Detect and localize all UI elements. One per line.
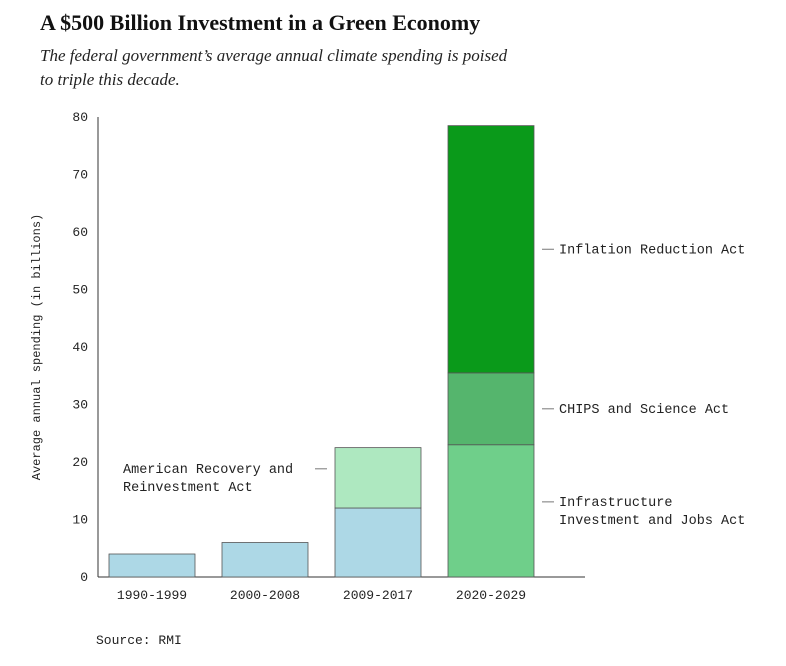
y-tick-label: 60 bbox=[72, 225, 88, 240]
x-tick-label: 1990-1999 bbox=[117, 588, 187, 603]
y-tick-label: 70 bbox=[72, 168, 88, 183]
bar-base-2000-2008 bbox=[221, 542, 309, 578]
bar-arra-2009-2017 bbox=[334, 447, 422, 509]
bar-ira-2020-2029 bbox=[447, 125, 535, 374]
annotation-ira: Inflation Reduction Act bbox=[559, 243, 745, 258]
y-tick-label: 50 bbox=[72, 283, 88, 298]
y-tick-label: 0 bbox=[80, 570, 88, 585]
annotation-arra: Reinvestment Act bbox=[123, 481, 253, 496]
annotation-iija: Investment and Jobs Act bbox=[559, 514, 745, 529]
chart-subtitle: The federal government’s average annual … bbox=[40, 46, 508, 89]
y-tick-label: 30 bbox=[72, 398, 88, 413]
chart-title: A $500 Billion Investment in a Green Eco… bbox=[40, 10, 481, 35]
x-tick-label: 2020-2029 bbox=[456, 588, 526, 603]
y-tick-label: 80 bbox=[72, 110, 88, 125]
y-tick-label: 20 bbox=[72, 455, 88, 470]
x-tick-label: 2009-2017 bbox=[343, 588, 413, 603]
bar-base-1990-1999 bbox=[108, 553, 196, 578]
annotation-arra: American Recovery and bbox=[123, 463, 293, 478]
annotation-chips: CHIPS and Science Act bbox=[559, 403, 729, 418]
bar-base-2009-2017 bbox=[334, 507, 422, 578]
y-tick-label: 40 bbox=[72, 340, 88, 355]
source-note: Source: RMI bbox=[96, 633, 182, 648]
y-axis-title: Average annual spending (in billions) bbox=[30, 214, 44, 480]
y-tick-label: 10 bbox=[72, 513, 88, 528]
annotation-iija: Infrastructure bbox=[559, 496, 672, 511]
bar-chips-2020-2029 bbox=[447, 372, 535, 446]
bar-iija-2020-2029 bbox=[447, 444, 535, 578]
x-tick-label: 2000-2008 bbox=[230, 588, 300, 603]
